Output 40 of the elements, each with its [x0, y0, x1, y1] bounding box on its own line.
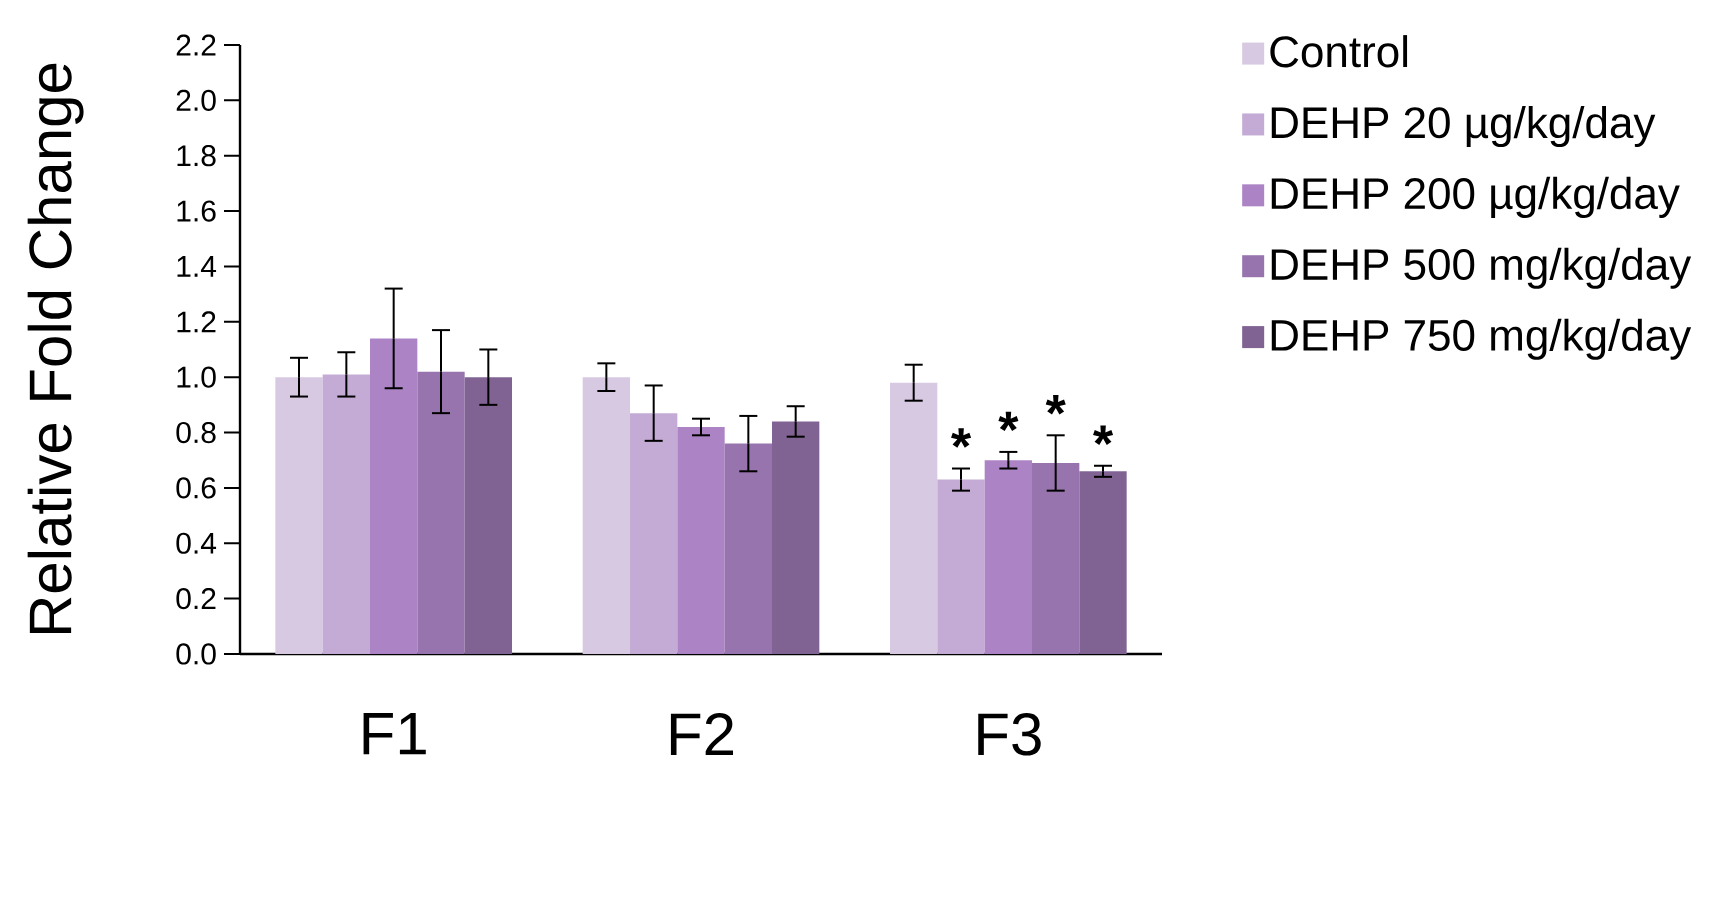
- bar: [464, 377, 512, 654]
- y-tick-label: 0.8: [176, 421, 216, 444]
- data-label: *: [1093, 425, 1114, 445]
- y-tick-label: 0.6: [176, 477, 216, 499]
- bar: [1079, 471, 1127, 654]
- bar: [677, 427, 725, 654]
- data-label: *: [998, 411, 1019, 432]
- bar: [370, 338, 418, 654]
- bar: [275, 377, 323, 654]
- y-tick-label: 0.0: [176, 643, 216, 665]
- bar: [890, 382, 938, 654]
- data-label: *: [951, 428, 972, 448]
- bar: [937, 479, 985, 654]
- bar: [417, 371, 465, 654]
- legend-label: DEHP 20 µg/kg/day: [1271, 105, 1656, 148]
- x-tick-label: F1: [363, 713, 426, 755]
- x-tick-label: F3: [978, 713, 1041, 756]
- legend-label: DEHP 750 mg/kg/day: [1271, 318, 1692, 360]
- bar: [322, 374, 371, 654]
- y-tick-label: 1.6: [177, 200, 216, 222]
- bar: [582, 377, 631, 654]
- bar: [630, 413, 678, 654]
- legend-label: Control: [1270, 35, 1408, 68]
- y-axis-title: Relative Fold Change: [27, 63, 84, 634]
- data-label: *: [1045, 395, 1066, 415]
- legend-label: DEHP 500 mg/kg/day: [1271, 247, 1692, 289]
- bar: [772, 421, 820, 654]
- y-tick-label: 1.4: [177, 256, 217, 277]
- y-tick-label: 0.4: [176, 532, 217, 554]
- legend-label: DEHP 200 µg/kg/day: [1271, 176, 1680, 218]
- y-tick-label: 1.8: [177, 145, 216, 167]
- y-tick-label: 1.2: [177, 311, 216, 333]
- y-tick-label: 0.2: [176, 588, 216, 610]
- y-tick-label: 1.0: [177, 366, 216, 388]
- bar: [724, 443, 773, 654]
- y-tick-label: 2.0: [176, 89, 216, 111]
- y-tick-label: 2.2: [176, 34, 216, 56]
- bar: [1032, 462, 1080, 654]
- bar: [984, 460, 1033, 654]
- x-tick-label: F2: [670, 713, 734, 755]
